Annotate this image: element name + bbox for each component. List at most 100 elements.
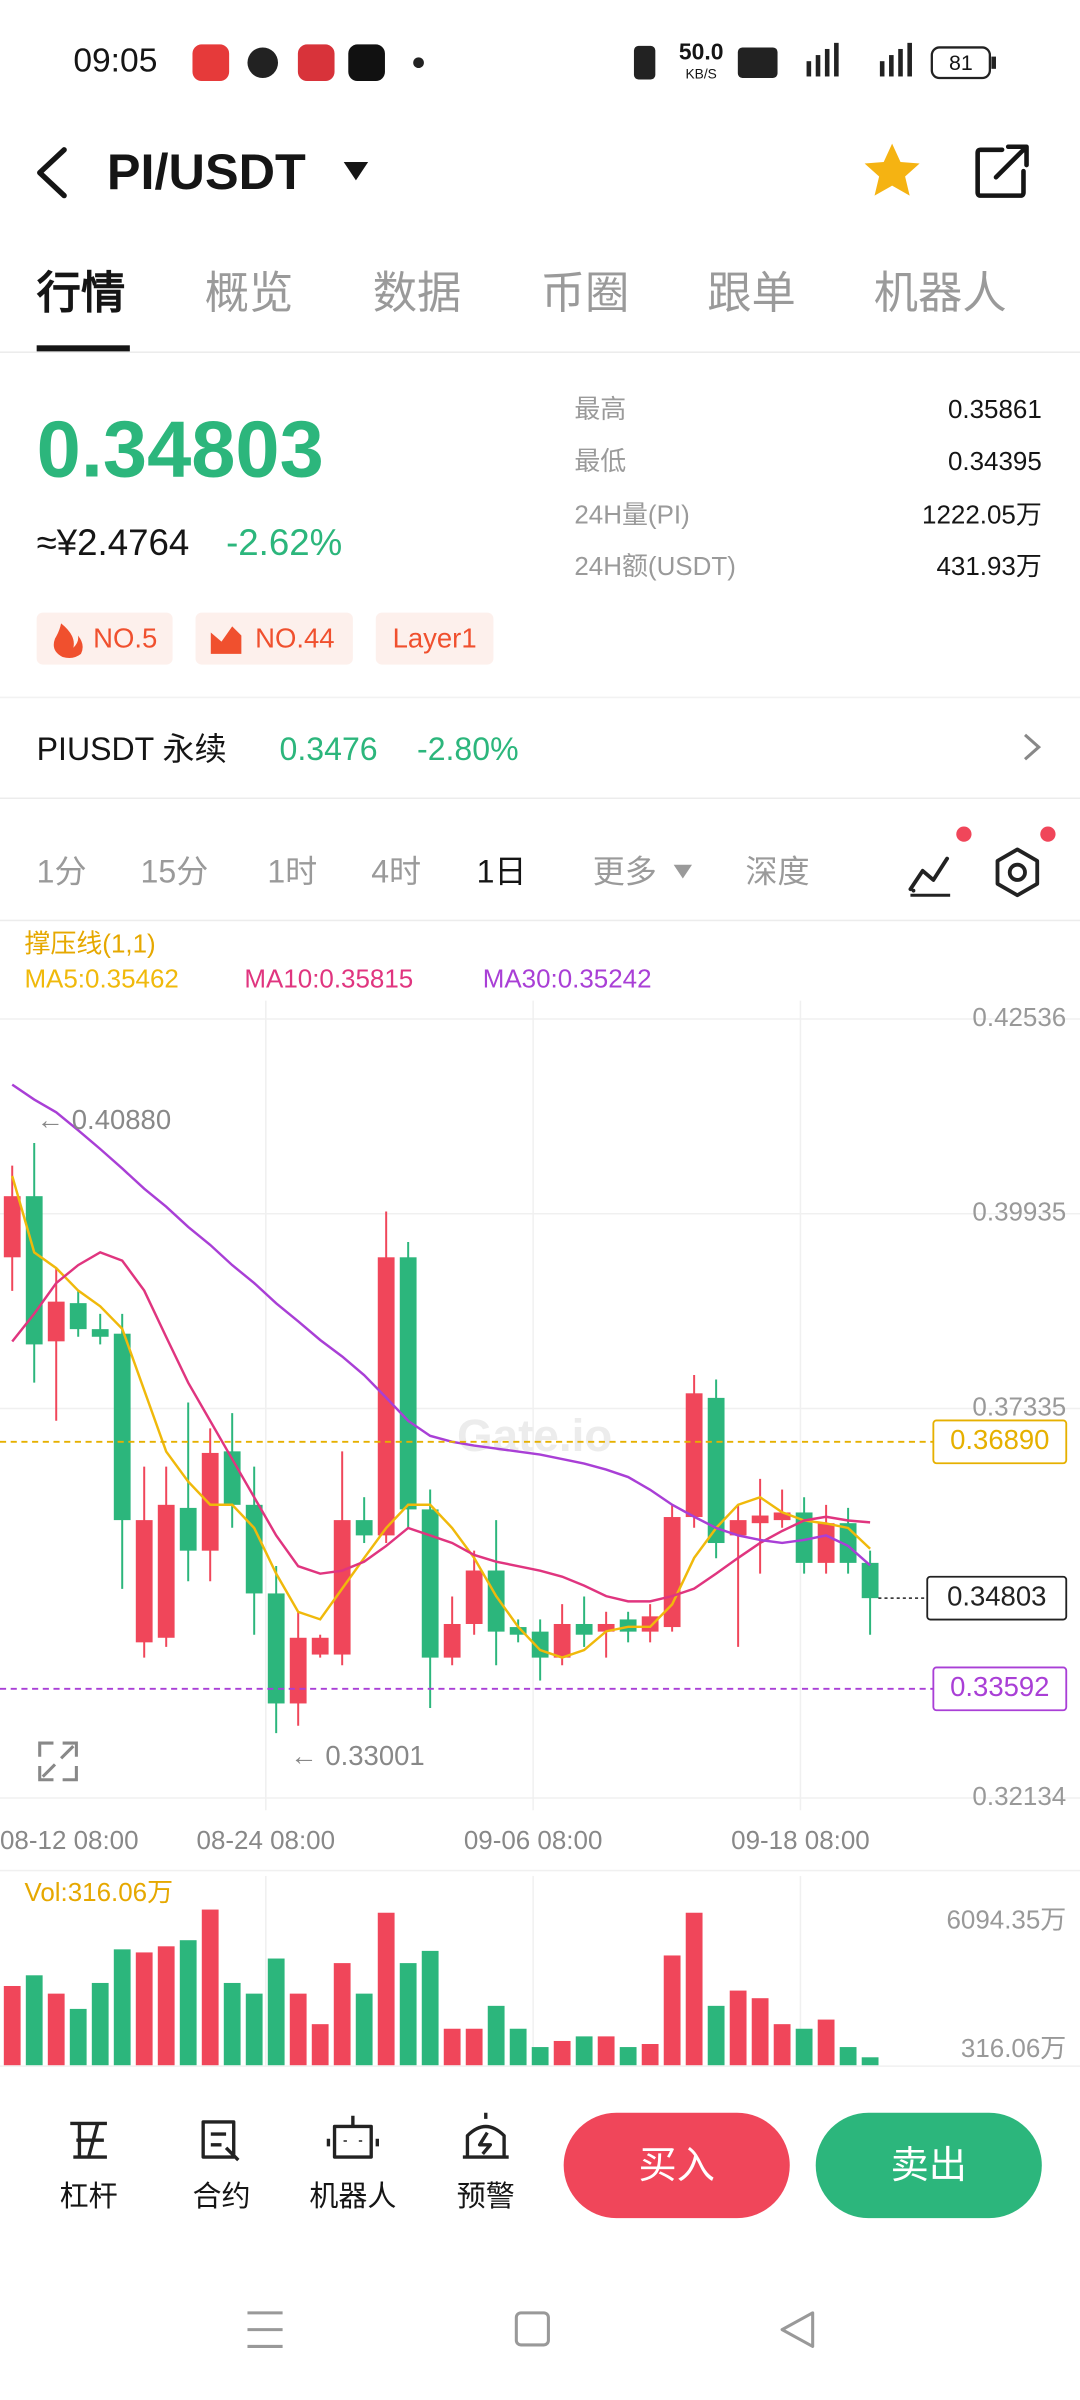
x-label: 09-18 08:00 (731, 1825, 870, 1855)
action[interactable]: 机器人 (309, 2180, 396, 2213)
pair-dropdown[interactable] (343, 162, 369, 181)
level-label: 0.33592 (950, 1671, 1049, 1702)
perp-name[interactable]: PIUSDT 永续 (37, 731, 227, 767)
divider (0, 2065, 1080, 2067)
level-label: 0.36890 (950, 1424, 1049, 1455)
vertical-grid (265, 1000, 802, 2066)
volume-bar (135, 1952, 153, 2066)
clock: 09:05 (73, 43, 157, 80)
battery-tip (991, 56, 996, 69)
favorite-star[interactable] (864, 143, 920, 196)
volume-bar (773, 2024, 791, 2066)
app-icon (348, 44, 385, 82)
signal-icon (806, 42, 912, 77)
candle-body (685, 1393, 703, 1518)
volume-bar (619, 2047, 637, 2066)
tab[interactable]: 跟单 (707, 269, 796, 318)
divider (0, 797, 1080, 800)
stat-value: 1222.05万 (922, 499, 1042, 529)
action[interactable]: 合约 (192, 2180, 250, 2213)
interval[interactable]: 15分 (141, 853, 209, 889)
volume-tick-label: 316.06万 (961, 2033, 1066, 2063)
battery (930, 46, 992, 80)
buy-label[interactable]: 买入 (639, 2144, 715, 2187)
nav-menu[interactable] (247, 2311, 283, 2348)
x-label: 08-12 08:00 (0, 1825, 139, 1855)
action-icons (70, 2112, 509, 2162)
candle-body (443, 1623, 461, 1658)
volume-bar (355, 1993, 373, 2066)
candle-body (311, 1637, 329, 1655)
settings-center (1007, 862, 1027, 882)
interval-more[interactable]: 更多 (593, 853, 657, 889)
settings-button[interactable] (995, 847, 1040, 898)
tab[interactable]: 机器人 (874, 269, 1007, 318)
volume-bar (839, 2047, 857, 2066)
dot (413, 57, 424, 69)
sell-label[interactable]: 卖出 (891, 2144, 967, 2187)
candle-body (179, 1507, 197, 1551)
indicator-label: 撑压线(1,1) (24, 929, 155, 959)
pair-title[interactable]: PI/USDT (107, 143, 306, 200)
interval-active[interactable]: 1日 (477, 853, 527, 889)
ma-line (11, 1251, 871, 1603)
volume-bar (399, 1963, 417, 2066)
back-button[interactable] (37, 147, 67, 199)
volume-tick-label: 6094.35万 (946, 1905, 1066, 1935)
candle-body (861, 1562, 879, 1599)
volume-bar (333, 1963, 351, 2066)
net-speed: 50.0 (679, 39, 724, 65)
app-icon (297, 44, 335, 82)
tag[interactable] (375, 612, 494, 665)
candle-body (751, 1515, 769, 1524)
fire-icon (53, 623, 83, 658)
y-tick-label: 0.42536 (972, 1002, 1066, 1032)
volume-bar (201, 1909, 219, 2066)
volume-bar (311, 2024, 329, 2066)
volume-bar (487, 2005, 505, 2066)
tab-active[interactable]: 行情 (37, 269, 126, 318)
interval[interactable]: 4时 (371, 853, 421, 889)
candlestick-chart: 0.42536 0.39935 0.37335 0.32134 MA5:0.35462 M… (0, 964, 1080, 2066)
action[interactable]: 预警 (457, 2180, 515, 2213)
volume-bar (575, 2036, 593, 2066)
candle-body (465, 1570, 483, 1624)
interval[interactable]: 1时 (267, 853, 317, 889)
candle-body (201, 1452, 219, 1551)
tab[interactable]: 数据 (373, 269, 462, 318)
volume-bar (245, 1993, 263, 2066)
tab[interactable]: 概览 (205, 269, 294, 318)
perp-change: -2.80% (417, 731, 519, 767)
share-button[interactable] (975, 144, 1029, 198)
tab[interactable]: 币圈 (541, 269, 630, 318)
badge (956, 826, 972, 842)
interval[interactable]: 深度 (745, 853, 809, 889)
candle-body (597, 1623, 615, 1632)
candle-body (795, 1512, 813, 1563)
fullscreen-button[interactable] (38, 1741, 78, 1782)
candle-body (245, 1504, 263, 1594)
buy-button[interactable] (563, 2112, 790, 2219)
candle-body (355, 1520, 373, 1536)
nav-home[interactable] (514, 2311, 550, 2347)
indicator-button[interactable] (908, 856, 950, 893)
y-tick-label: 0.37335 (972, 1391, 1066, 1421)
chevron[interactable] (1023, 733, 1042, 761)
action[interactable]: 杠杆 (60, 2180, 118, 2213)
extreme-label: ← 0.33001 (290, 1740, 424, 1771)
candle-body (663, 1517, 681, 1628)
tag-label: Layer1 (393, 622, 477, 653)
volume-bar (3, 1985, 21, 2066)
price-change: -2.62% (226, 522, 342, 563)
volume-bar (685, 1912, 703, 2066)
y-tick-label: 0.32134 (972, 1781, 1066, 1811)
candle-body (157, 1504, 175, 1638)
nav-back[interactable] (780, 2311, 815, 2348)
interval[interactable]: 1分 (37, 853, 87, 889)
ma-legend: MA5:0.35462 (24, 964, 178, 994)
volume-bar (553, 2040, 571, 2066)
sell-button[interactable] (815, 2112, 1042, 2219)
stat-label: 24H量(PI) (574, 499, 689, 529)
volume-bar (443, 2028, 461, 2066)
volume-bar (509, 2028, 527, 2066)
